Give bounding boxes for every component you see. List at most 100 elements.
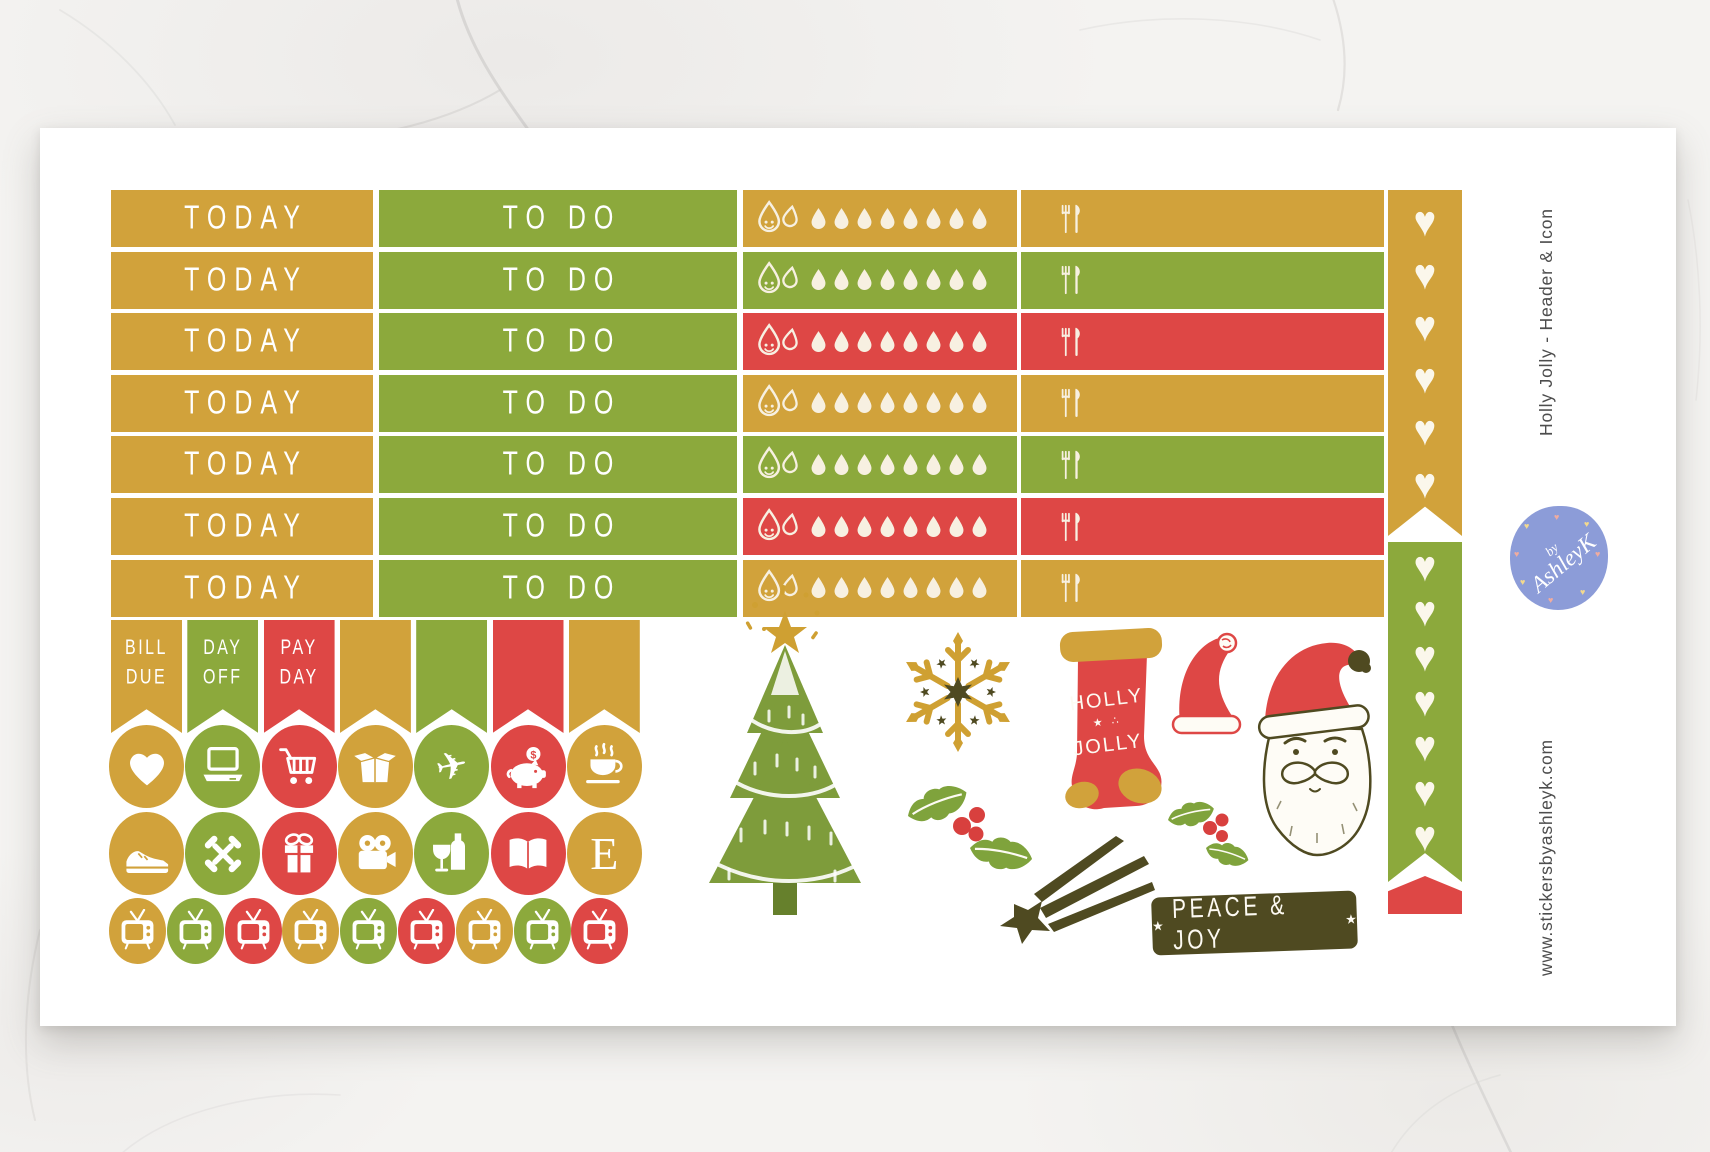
tv-icon (115, 909, 160, 954)
droplet-icon (833, 453, 850, 477)
airplane-icon: ✈ (431, 742, 472, 791)
todo-label: TO DO (502, 445, 622, 484)
meal-tracker-sticker (1021, 436, 1384, 494)
today-label: TODAY (184, 445, 308, 484)
heart-icon-sticker (109, 725, 184, 808)
movie-camera-icon-sticker (337, 812, 413, 895)
logo-heart-icon: ♥ (1580, 587, 1586, 597)
box-icon (349, 741, 401, 793)
droplet-icon (879, 453, 896, 477)
tv-icon (577, 909, 622, 954)
droplet-icon (948, 268, 965, 292)
wine-icon-sticker (414, 812, 490, 895)
santa-face-illustration (1257, 642, 1372, 857)
water-tracker-sticker (743, 559, 1017, 617)
heart-icon: ♥ (1413, 588, 1437, 636)
tv-icon (231, 909, 276, 954)
coffee-icon-sticker (566, 725, 642, 808)
fork-knife-icon (1057, 506, 1084, 548)
today-header-sticker: TODAY (111, 251, 373, 309)
droplet-icon (971, 207, 988, 231)
today-header-sticker: TODAY (111, 559, 373, 617)
heart-icon (121, 741, 173, 793)
tv-icon-sticker (571, 898, 629, 964)
droplet-icon (948, 207, 965, 231)
heart-checklist-flag-green: ♥ ♥ ♥ ♥ ♥ ♥ ♥ (1388, 542, 1462, 882)
sneaker-icon (121, 828, 173, 880)
water-tracker-sticker (743, 498, 1017, 555)
product-title-vertical: Holly Jolly - Header & Icon (1536, 208, 1556, 436)
flag-label: BILL DUE (125, 636, 168, 690)
meal-tracker-sticker (1021, 559, 1384, 617)
piggy-bank-icon-sticker (490, 725, 566, 808)
meal-tracker-sticker (1021, 190, 1384, 247)
meal-tracker-sticker (1021, 313, 1384, 371)
heart-icon: ♥ (1413, 303, 1437, 351)
meal-tracker-sticker (1021, 251, 1384, 309)
stamp-label: PEACE & JOY (1171, 890, 1289, 956)
today-header-sticker: TODAY (111, 374, 373, 432)
santa-hat-illustration (1171, 632, 1242, 735)
droplet-row (810, 515, 988, 539)
tv-icon (404, 909, 449, 954)
today-label: TODAY (184, 506, 308, 545)
heart-icon: ♥ (1413, 250, 1437, 299)
droplet-icon (925, 391, 942, 415)
laptop-icon-sticker (185, 725, 261, 808)
droplet-icon (902, 330, 919, 354)
droplet-row (810, 391, 988, 415)
fork-knife-icon (1057, 198, 1084, 240)
fork-knife-icon (1057, 444, 1084, 486)
logo-heart-icon: ♥ (1520, 577, 1526, 587)
droplet-icon (971, 515, 988, 539)
dumbbell-icon (197, 828, 249, 880)
droplet-icon (948, 515, 965, 539)
droplet-icon (902, 453, 919, 477)
holly-illustration-right (1168, 796, 1253, 872)
droplet-smiley-icon (755, 383, 801, 423)
stamp-star-right: ★ (1345, 911, 1358, 927)
heart-icon: ♥ (1413, 678, 1437, 726)
droplet-icon (856, 391, 873, 415)
droplet-icon (810, 207, 827, 231)
today-header-sticker: TODAY (111, 498, 373, 555)
shooting-star-illustration (1000, 836, 1155, 944)
droplet-icon (810, 453, 827, 477)
today-label: TODAY (184, 260, 308, 299)
heart-icon: ♥ (1413, 813, 1437, 861)
logo-heart-icon: ♥ (1584, 519, 1590, 529)
droplet-icon (879, 515, 896, 539)
tv-icon (173, 909, 218, 954)
droplet-icon (971, 576, 988, 600)
todo-header-sticker: TO DO (379, 374, 737, 432)
fork-knife-icon (1057, 567, 1084, 609)
header-sticker-row: TODAY TO DO (40, 313, 1676, 371)
stocking-decor: ★ ∴ (1092, 714, 1122, 729)
droplet-icon (879, 391, 896, 415)
droplet-icon (902, 207, 919, 231)
todo-header-sticker: TO DO (379, 436, 737, 494)
todo-label: TO DO (502, 383, 622, 422)
droplet-icon (879, 330, 896, 354)
heart-icon: ♥ (1413, 768, 1437, 816)
logo-heart-icon: ♥ (1524, 521, 1530, 531)
website-url-vertical: www.stickersbyashleyk.com (1536, 739, 1556, 976)
heart-icon: ♥ (1413, 355, 1437, 403)
droplet-icon (971, 330, 988, 354)
water-tracker-sticker (743, 313, 1017, 371)
flag-label: DAY OFF (203, 636, 243, 690)
droplet-icon (833, 207, 850, 231)
sneaker-icon-sticker (109, 812, 184, 895)
logo-heart-icon: ♥ (1548, 595, 1554, 605)
droplet-icon (810, 268, 827, 292)
droplet-icon (856, 268, 873, 292)
droplet-smiley-icon (755, 507, 801, 547)
etsy-letter-icon: E (590, 827, 619, 879)
droplet-icon (948, 330, 965, 354)
today-header-sticker: TODAY (111, 436, 373, 494)
header-sticker-row: TODAY TO DO (40, 559, 1676, 617)
droplet-icon (925, 268, 942, 292)
todo-label: TO DO (502, 260, 622, 299)
droplet-smiley-icon (755, 445, 801, 485)
holly-illustration-left (906, 776, 1036, 876)
